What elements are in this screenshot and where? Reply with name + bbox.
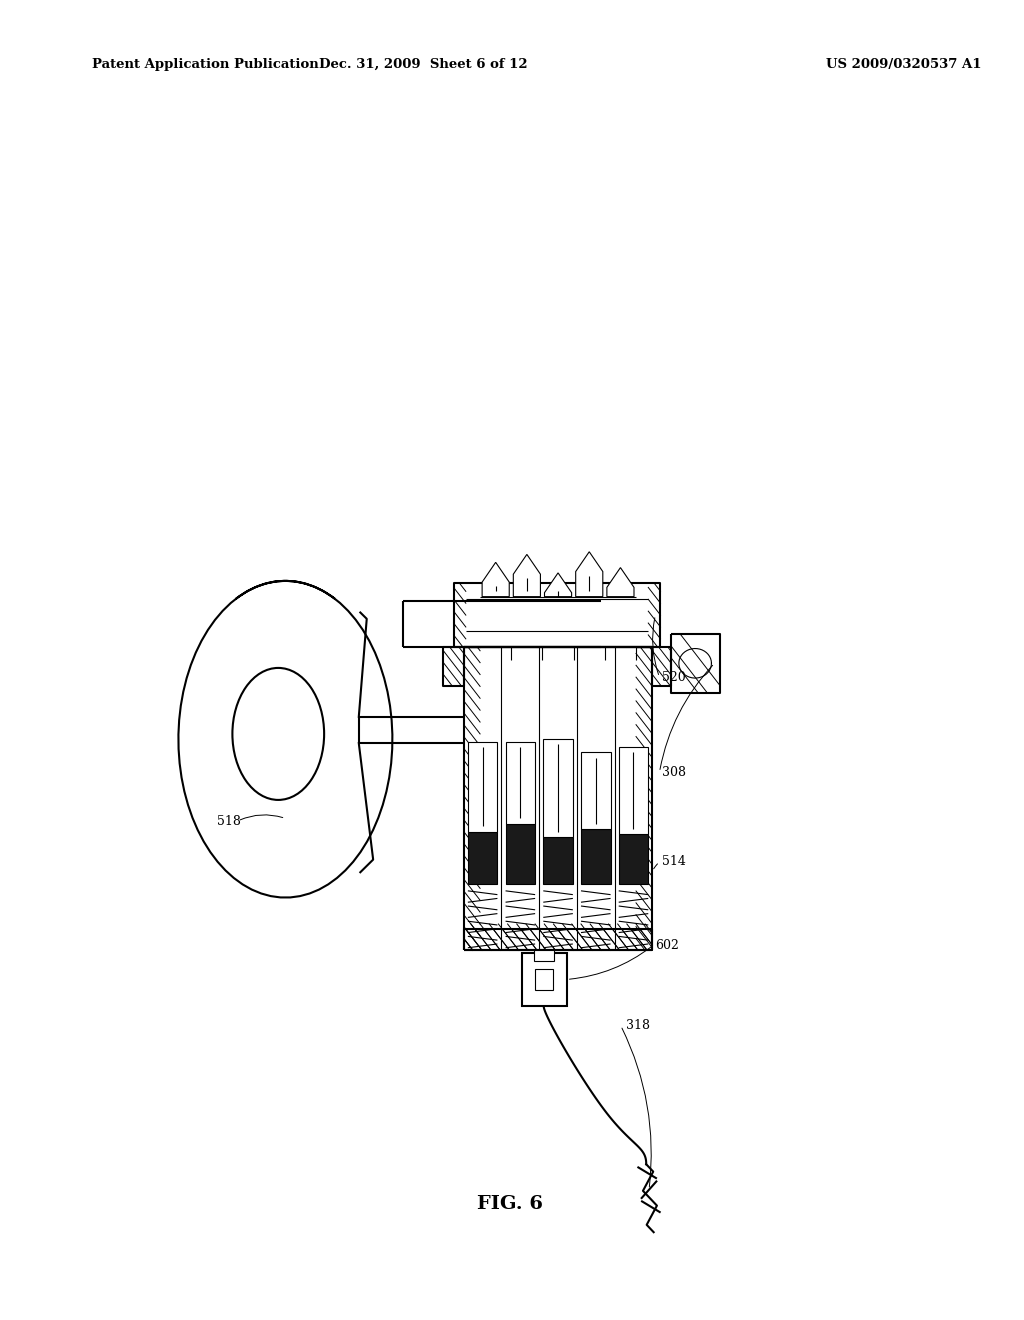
Text: US 2009/0320537 A1: US 2009/0320537 A1	[825, 58, 981, 71]
Polygon shape	[607, 568, 634, 597]
Polygon shape	[544, 837, 572, 884]
Polygon shape	[482, 562, 509, 597]
Text: 514: 514	[662, 855, 685, 869]
Polygon shape	[544, 739, 572, 837]
Text: FIG. 6: FIG. 6	[476, 1195, 543, 1213]
Polygon shape	[618, 834, 648, 884]
Polygon shape	[513, 554, 541, 597]
Polygon shape	[581, 829, 610, 884]
Text: 308: 308	[662, 766, 685, 779]
Text: 520: 520	[662, 671, 685, 684]
Polygon shape	[581, 752, 610, 829]
Polygon shape	[536, 969, 553, 990]
Text: 518: 518	[217, 814, 241, 828]
Polygon shape	[618, 747, 648, 834]
Polygon shape	[545, 573, 571, 597]
Text: Dec. 31, 2009  Sheet 6 of 12: Dec. 31, 2009 Sheet 6 of 12	[318, 58, 527, 71]
Polygon shape	[506, 742, 536, 824]
Polygon shape	[506, 824, 536, 884]
Polygon shape	[535, 950, 554, 961]
Text: 318: 318	[626, 1019, 650, 1032]
Polygon shape	[522, 953, 566, 1006]
Polygon shape	[468, 742, 498, 832]
Text: 602: 602	[655, 939, 679, 952]
Polygon shape	[575, 552, 603, 597]
Polygon shape	[468, 832, 498, 884]
Text: Patent Application Publication: Patent Application Publication	[92, 58, 318, 71]
